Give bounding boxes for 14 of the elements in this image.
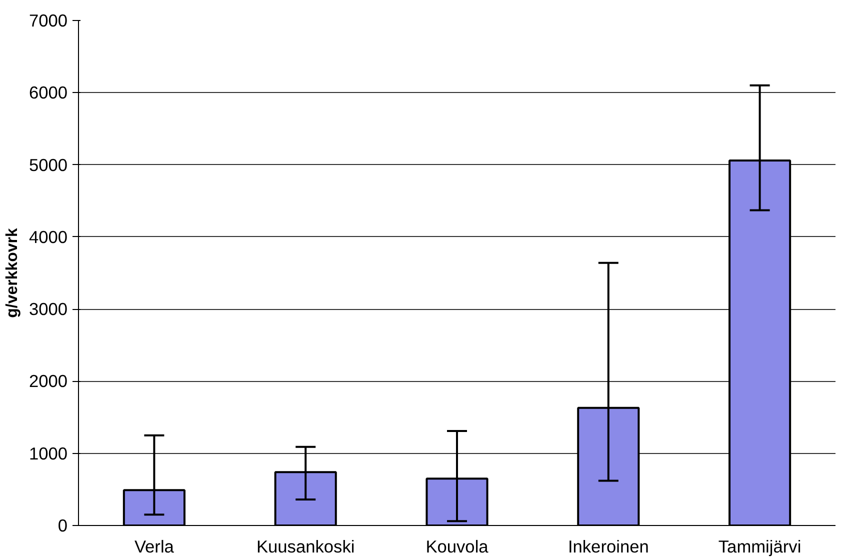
y-tick-label: 5000 — [28, 154, 68, 175]
x-tick-label: Kouvola — [426, 536, 489, 556]
x-tick-label: Verla — [134, 536, 174, 556]
y-tick-label: 2000 — [28, 371, 68, 392]
x-tick-label: Inkeroinen — [568, 536, 649, 556]
y-tick-label: 3000 — [28, 299, 68, 320]
y-tick-label: 1000 — [28, 443, 68, 464]
y-tick-label: 0 — [58, 516, 68, 536]
y-tick-label: 6000 — [28, 82, 68, 103]
y-axis-title: g/verkkovrk — [4, 228, 21, 318]
x-tick-label: Tammijärvi — [718, 536, 802, 556]
y-tick-label: 7000 — [28, 10, 68, 30]
x-tick-label: Kuusankoski — [256, 536, 355, 556]
y-tick-label: 4000 — [28, 226, 68, 247]
